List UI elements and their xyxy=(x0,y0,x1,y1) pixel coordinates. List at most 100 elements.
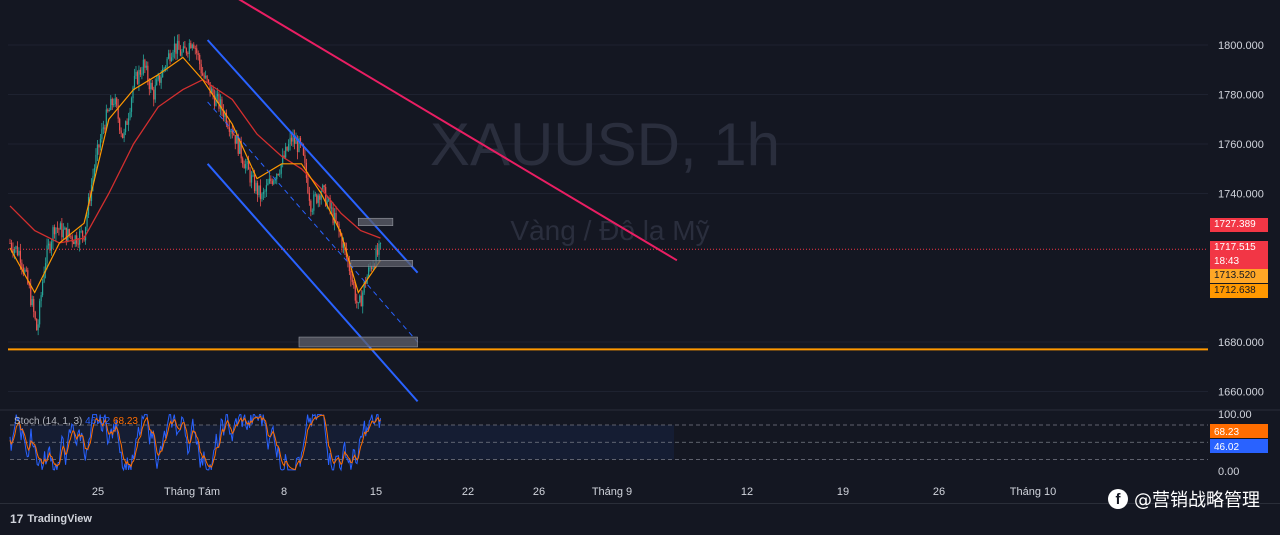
candle-body xyxy=(270,178,272,182)
candle-body xyxy=(24,269,26,273)
candle-body xyxy=(34,311,36,319)
candle-body xyxy=(77,243,79,245)
candle-body xyxy=(221,99,223,111)
candle-body xyxy=(268,178,270,184)
price-tick-label: 1740.000 xyxy=(1218,189,1264,201)
candle-body xyxy=(49,243,51,251)
candle-body xyxy=(9,243,11,244)
candle-body xyxy=(341,235,343,248)
price-zone xyxy=(357,217,394,226)
candle-body xyxy=(10,243,13,249)
candle-body xyxy=(310,200,312,212)
time-axis[interactable]: 25 Tháng Tám 8 15 22 26 Tháng 9 12 19 26 Tháng 10 xyxy=(92,486,1056,498)
candle-body xyxy=(110,98,112,111)
candle-body xyxy=(196,48,198,54)
candle-body xyxy=(99,138,102,148)
time-tick-label: 25 xyxy=(92,486,104,498)
price-tick-label: 1660.000 xyxy=(1218,387,1264,399)
candle-body xyxy=(114,98,116,105)
price-axis[interactable]: 1800.000 1780.000 1760.000 1740.000 1680.000… xyxy=(1218,40,1264,399)
candle-body xyxy=(31,299,33,306)
facebook-icon: f xyxy=(1108,489,1128,509)
candle-body xyxy=(320,191,322,200)
time-tick-label: 15 xyxy=(370,486,382,498)
candle-body xyxy=(113,104,115,106)
candle-body xyxy=(328,197,330,201)
candle-body xyxy=(36,318,38,331)
candle-body xyxy=(122,133,124,139)
candle-body xyxy=(28,283,30,286)
candle-body xyxy=(314,194,316,196)
price-tick-label: 1680.000 xyxy=(1218,337,1264,349)
candle-body xyxy=(144,59,146,68)
candle-body xyxy=(42,282,44,296)
candle-body xyxy=(283,155,285,158)
candle-body xyxy=(181,51,183,56)
candle-body xyxy=(322,185,324,192)
candle-body xyxy=(25,269,27,271)
candle-body xyxy=(95,154,97,168)
candle-body xyxy=(369,267,371,269)
candle-body xyxy=(79,231,81,245)
candle-body xyxy=(53,227,56,235)
candle-body xyxy=(368,267,370,277)
candle-body xyxy=(363,281,365,293)
time-tick-label: 12 xyxy=(741,486,753,498)
candle-body xyxy=(255,182,257,192)
candle-body xyxy=(154,85,156,100)
candle-body xyxy=(336,221,339,225)
candle-body xyxy=(279,173,281,175)
candle-body xyxy=(376,248,379,255)
stoch-tag-label: 68.23 xyxy=(1214,427,1239,438)
candle-body xyxy=(296,139,299,152)
candle-body xyxy=(202,73,204,76)
candle-body xyxy=(347,257,349,262)
candle-body xyxy=(68,229,70,236)
candle-body xyxy=(319,195,321,200)
candle-body xyxy=(233,133,235,136)
candle-body xyxy=(126,121,128,125)
candle-body xyxy=(120,130,122,134)
candle-body xyxy=(252,174,254,176)
candle-body xyxy=(350,271,352,280)
tradingview-logo[interactable]: 17 TradingView xyxy=(10,512,92,526)
candle-body xyxy=(316,194,318,203)
candle-body xyxy=(206,75,208,80)
candle-body xyxy=(298,138,300,152)
candle-body xyxy=(147,65,149,82)
candle-body xyxy=(338,224,340,232)
stoch-legend[interactable]: Stoch (14, 1, 3) 46.02 68.23 xyxy=(14,416,138,427)
candle-body xyxy=(348,261,350,272)
candle-body xyxy=(185,48,187,54)
candle-body xyxy=(280,164,282,174)
candle-body xyxy=(129,111,131,119)
grid xyxy=(8,44,1208,392)
candle-body xyxy=(135,71,137,76)
candle-body xyxy=(330,207,333,209)
time-tick-label: 26 xyxy=(933,486,945,498)
candle-body xyxy=(59,223,61,230)
candle-body xyxy=(40,295,42,302)
candle-body xyxy=(56,227,59,229)
candle-body xyxy=(142,59,144,74)
candle-body xyxy=(162,69,164,78)
candle-body xyxy=(326,200,328,207)
channel-lower-line xyxy=(206,163,419,403)
candle-body xyxy=(184,46,186,49)
candle-body xyxy=(210,88,213,94)
channel-upper-line xyxy=(206,39,419,274)
candle-body xyxy=(52,227,54,242)
candle-body xyxy=(179,49,182,56)
candle-body xyxy=(299,138,302,144)
candle-body xyxy=(92,175,94,185)
candle-body xyxy=(209,82,211,94)
candle-body xyxy=(271,181,273,184)
candle-body xyxy=(205,75,207,78)
candle-body xyxy=(236,135,238,144)
candle-body xyxy=(71,236,73,242)
stoch-name: Stoch (14, 1, 3) xyxy=(14,416,83,427)
time-tick-label: Tháng Tám xyxy=(164,486,220,498)
candle-body xyxy=(249,169,251,183)
